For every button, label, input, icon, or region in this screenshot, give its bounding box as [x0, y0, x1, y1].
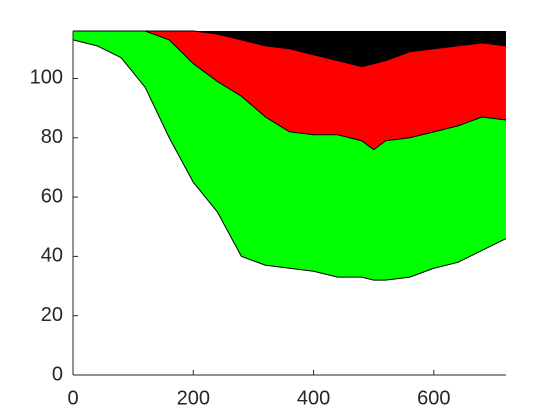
area-fill — [73, 31, 506, 281]
y-tick-label: 40 — [41, 245, 63, 267]
boundary-line — [73, 30, 507, 151]
x-tick-label: 400 — [297, 387, 330, 409]
area-fill — [73, 31, 506, 150]
x-tick-label: 600 — [417, 387, 450, 409]
y-tick-label: 0 — [52, 363, 63, 385]
x-tick-label: 200 — [177, 387, 210, 409]
x-tick-label: 0 — [67, 387, 78, 409]
y-tick-label: 80 — [41, 126, 63, 148]
y-tick-label: 20 — [41, 304, 63, 326]
y-tick-label: 100 — [30, 67, 63, 89]
boundary-line — [72, 39, 507, 281]
boundary-line — [73, 30, 507, 68]
y-tick-label: 60 — [41, 185, 63, 207]
